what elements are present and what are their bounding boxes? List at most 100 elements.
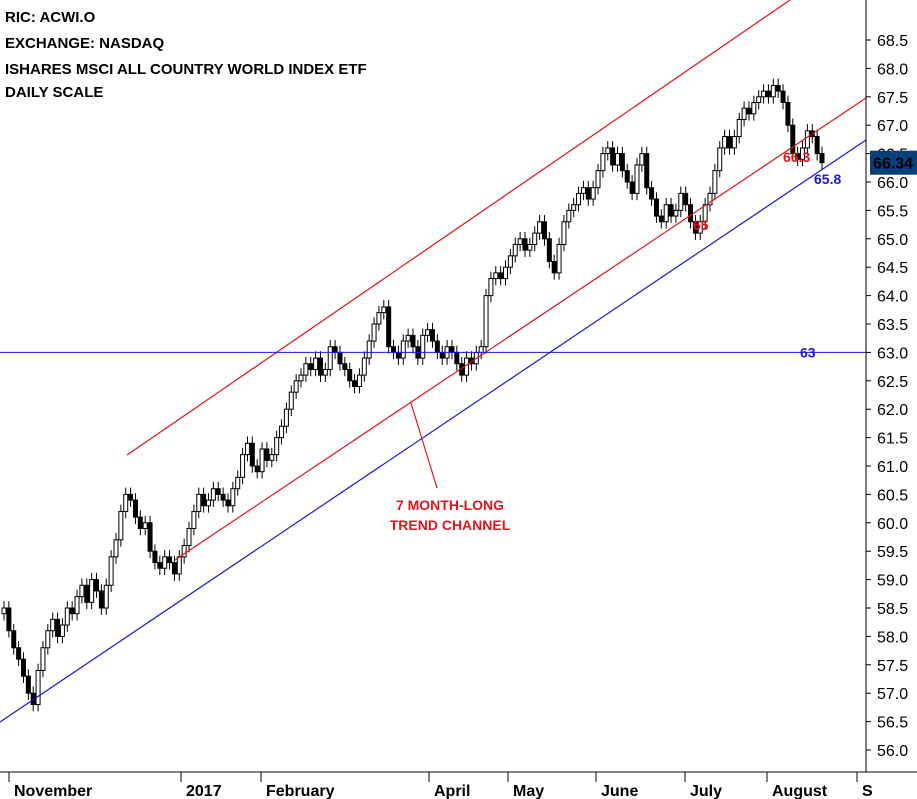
candle-body [152, 550, 158, 564]
candle-body [673, 209, 679, 217]
candle-body [191, 510, 197, 529]
x-tick-label: June [601, 783, 638, 799]
candle-body [615, 153, 620, 166]
candle-body [429, 329, 435, 342]
candle-body [361, 357, 367, 376]
candle-body [283, 408, 289, 427]
y-tick-label: 68.5 [877, 33, 908, 50]
candle-body [103, 584, 109, 609]
candle-body [527, 243, 533, 251]
candle-body [775, 84, 781, 92]
y-tick-label: 60.5 [877, 487, 908, 504]
candle-body [634, 164, 640, 194]
candle-body [532, 232, 538, 245]
y-tick-label: 59.0 [877, 573, 908, 590]
note-line-2: TREND CHANNEL [389, 517, 511, 533]
y-tick-label: 61.5 [877, 431, 908, 448]
candle-body [313, 357, 319, 370]
candle-body [770, 84, 776, 98]
candle-body [498, 272, 504, 280]
candle-body [347, 368, 353, 382]
candle-body [507, 255, 513, 268]
candle-body [751, 101, 757, 115]
candle-body [59, 624, 65, 637]
x-tick-label: 2017 [186, 783, 222, 799]
candle-body [503, 266, 509, 280]
candle-body [356, 374, 362, 387]
candle-body [683, 192, 689, 206]
candle-body [512, 243, 518, 257]
candle-body [717, 147, 723, 172]
candle-body [756, 96, 762, 103]
candle-body [264, 448, 270, 461]
candle-body [624, 170, 630, 183]
candle-body [303, 363, 309, 376]
candle-body [40, 647, 46, 671]
candle-body [50, 618, 56, 632]
y-tick-label: 58.5 [877, 601, 908, 618]
candle-body [434, 340, 440, 353]
level-63-label: 63 [800, 344, 816, 360]
candle-body [274, 437, 280, 456]
note-line-1: 7 MONTH-LONG [395, 497, 505, 513]
header-exchange: EXCHANGE: NASDAQ [5, 35, 165, 52]
candle-body [352, 380, 358, 387]
candle-body [649, 187, 655, 200]
candle-body [342, 363, 348, 370]
candle-body [225, 499, 231, 507]
candle-body [629, 181, 635, 194]
candle-body [566, 209, 572, 223]
candle-body [113, 539, 119, 558]
candle-body [240, 454, 246, 478]
candle-body [249, 442, 255, 467]
y-tick-label: 63.0 [877, 345, 908, 362]
candle-body [420, 334, 426, 359]
candle-body [288, 391, 294, 410]
y-tick-label: 56.0 [877, 743, 908, 760]
candle-body [722, 136, 728, 149]
candle-body [108, 556, 114, 586]
candle-body [259, 448, 265, 473]
candle-body [541, 221, 547, 240]
candle-body [94, 579, 100, 592]
candle-body [35, 669, 41, 706]
candle-body [220, 493, 226, 501]
candle-body [181, 545, 187, 558]
note-pointer-line [410, 402, 438, 489]
candle-body [688, 204, 694, 223]
candle-body [230, 488, 236, 507]
x-tick-label: July [690, 783, 722, 799]
candle-body [45, 630, 51, 649]
candle-body [186, 527, 192, 547]
y-tick-label: 58.0 [877, 629, 908, 646]
candle-body [697, 221, 703, 234]
candle-body [79, 584, 85, 598]
candle-body [761, 90, 767, 98]
candle-body [658, 215, 664, 223]
last-price-label: 66.34 [873, 156, 913, 173]
candle-body [619, 153, 625, 172]
x-tick-label: April [434, 783, 470, 799]
candle-body [142, 522, 148, 529]
support-658-label: 65.8 [814, 171, 841, 187]
y-tick-label: 67.0 [877, 118, 908, 135]
candle-body [64, 607, 70, 626]
candle-body [561, 221, 567, 245]
candle-body [84, 584, 90, 603]
candle-body [196, 493, 202, 512]
candle-body [366, 340, 372, 359]
candle-body [425, 329, 431, 336]
x-tick-label: August [772, 783, 828, 799]
candle-body [439, 351, 445, 359]
channel-low-65-label: 65 [693, 217, 709, 233]
candle-body [814, 136, 820, 155]
candle-body [678, 192, 684, 211]
candle-body [795, 153, 801, 160]
x-tick-label: S [862, 783, 873, 799]
candle-body [449, 346, 455, 353]
y-tick-label: 56.5 [877, 715, 908, 732]
candle-body [800, 147, 806, 160]
candle-body [765, 90, 771, 98]
y-tick-label: 65.5 [877, 203, 908, 220]
candle-body [556, 243, 562, 274]
